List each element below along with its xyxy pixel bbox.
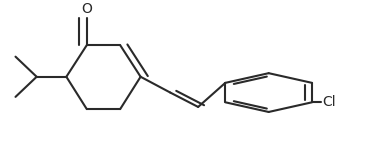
Text: Cl: Cl — [322, 95, 336, 109]
Text: O: O — [81, 2, 92, 16]
